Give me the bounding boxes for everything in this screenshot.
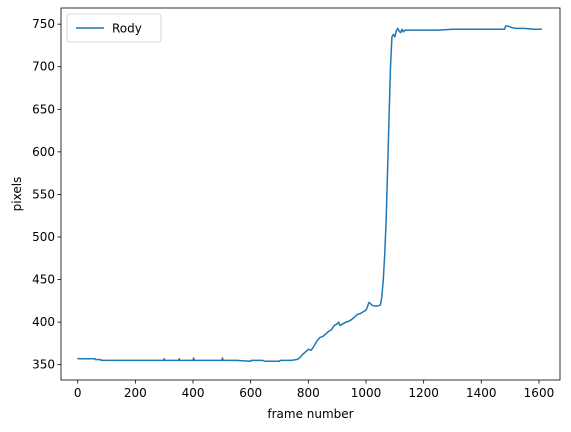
y-tick-label: 550: [32, 187, 55, 201]
y-tick-label: 600: [32, 145, 55, 159]
y-tick-label: 750: [32, 17, 55, 31]
y-tick-label: 500: [32, 230, 55, 244]
y-tick-label: 450: [32, 273, 55, 287]
x-tick-label: 1200: [408, 386, 439, 400]
y-axis-label: pixels: [10, 177, 24, 212]
x-tick-label: 600: [239, 386, 262, 400]
x-axis-label: frame number: [267, 407, 353, 421]
x-tick-label: 1600: [524, 386, 555, 400]
y-tick-label: 700: [32, 60, 55, 74]
legend: Rody: [67, 14, 161, 42]
x-tick-label: 400: [182, 386, 205, 400]
y-tick-label: 350: [32, 358, 55, 372]
y-tick-label: 400: [32, 315, 55, 329]
y-tick-label: 650: [32, 102, 55, 116]
x-tick-label: 1000: [351, 386, 382, 400]
x-tick-label: 800: [297, 386, 320, 400]
x-tick-label: 1400: [466, 386, 497, 400]
legend-label-rody: Rody: [112, 22, 142, 36]
x-tick-label: 0: [74, 386, 82, 400]
x-tick-label: 200: [124, 386, 147, 400]
